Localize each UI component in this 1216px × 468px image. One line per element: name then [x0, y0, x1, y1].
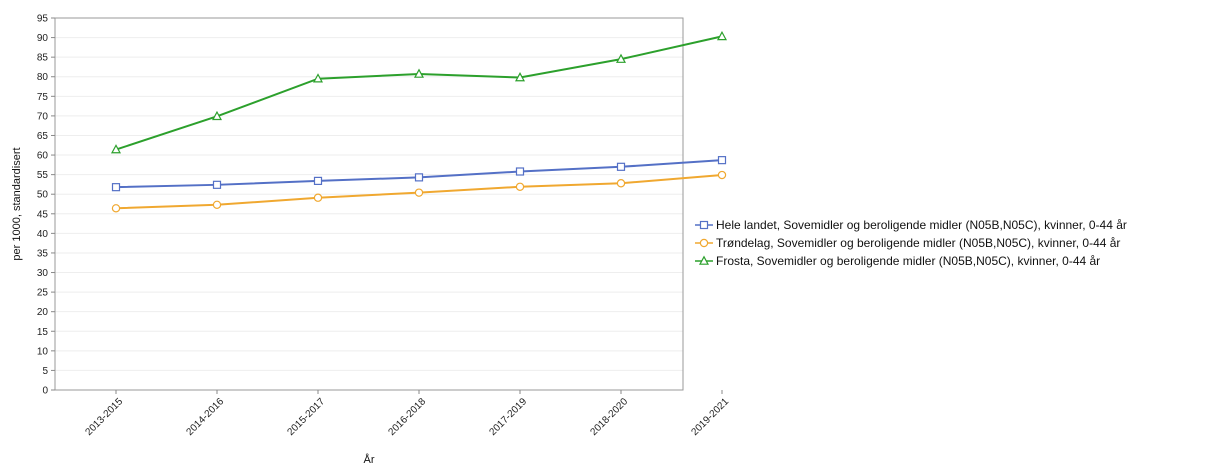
legend-swatch-icon	[695, 238, 713, 248]
legend-marker	[699, 220, 709, 230]
legend-item: Trøndelag, Sovemidler og beroligende mid…	[695, 234, 1127, 252]
data-point-square	[212, 180, 222, 189]
data-point-square	[414, 173, 424, 182]
legend-item: Frosta, Sovemidler og beroligende midler…	[695, 252, 1127, 270]
data-point-triangle	[312, 73, 324, 83]
y-tick-label: 50	[37, 190, 49, 201]
data-point-circle	[717, 170, 727, 180]
y-axis-label: per 1000, standardisert	[11, 147, 23, 260]
y-tick-label: 0	[42, 386, 48, 397]
data-point-circle	[212, 200, 222, 209]
x-axis-label: År	[364, 453, 375, 466]
y-tick-label: 60	[37, 151, 49, 162]
data-point-circle	[616, 179, 626, 188]
data-point-square	[717, 156, 727, 165]
data-point-circle	[111, 204, 121, 213]
plot-area-frame	[54, 17, 684, 391]
y-tick-label: 30	[37, 268, 49, 279]
y-axis-ticks: 0 5 10 15 20 25 30 35 40 45 50 55 60 65 70 75 80 85 90 95	[37, 14, 55, 397]
x-tick-label: 2016-2018	[387, 396, 429, 438]
data-point-square	[515, 167, 525, 176]
y-tick-label: 95	[37, 14, 49, 25]
x-tick-label: 2018-2020	[589, 396, 631, 438]
legend-swatch-icon	[695, 220, 713, 230]
gridlines	[55, 17, 683, 391]
data-point-triangle	[211, 110, 223, 121]
y-tick-label: 55	[37, 170, 49, 181]
y-tick-label: 85	[37, 53, 49, 64]
y-tick-label: 35	[37, 248, 49, 259]
y-tick-label: 40	[37, 229, 49, 240]
series-line-2	[115, 35, 723, 151]
data-point-circle	[313, 193, 323, 202]
y-tick-label: 80	[37, 72, 49, 83]
x-tick-label: 2015-2017	[286, 396, 328, 438]
x-tick-label: 2014-2016	[185, 396, 227, 438]
series-lines	[115, 35, 723, 210]
data-point-circle	[414, 188, 424, 197]
legend-label: Trøndelag, Sovemidler og beroligende mid…	[716, 236, 1121, 250]
y-tick-label: 45	[37, 209, 49, 220]
data-point-square	[313, 176, 323, 185]
series-markers	[110, 30, 728, 213]
y-tick-label: 10	[37, 346, 49, 357]
x-tick-label: 2017-2019	[488, 396, 530, 438]
legend: Hele landet, Sovemidler og beroligende m…	[695, 216, 1127, 270]
y-tick-label: 25	[37, 288, 49, 299]
data-point-triangle	[615, 53, 627, 63]
legend-label: Frosta, Sovemidler og beroligende midler…	[716, 254, 1101, 268]
data-point-square	[111, 183, 121, 192]
y-tick-label: 15	[37, 327, 49, 338]
data-point-square	[616, 162, 626, 171]
x-axis-ticks: 2013-2015 2014-2016 2015-2017 2016-2018 2017…	[84, 390, 732, 438]
legend-marker	[699, 238, 709, 248]
x-tick-label: 2019-2021	[690, 396, 732, 438]
data-point-triangle	[716, 30, 728, 41]
y-tick-label: 20	[37, 307, 49, 318]
y-tick-label: 70	[37, 111, 49, 122]
legend-swatch-icon	[695, 255, 713, 265]
y-tick-label: 90	[37, 33, 49, 44]
data-point-triangle	[413, 68, 425, 78]
y-tick-label: 65	[37, 131, 49, 142]
data-point-triangle	[514, 72, 526, 82]
y-tick-label: 75	[37, 92, 49, 103]
legend-marker	[698, 255, 710, 265]
y-tick-label: 5	[42, 366, 48, 377]
legend-label: Hele landet, Sovemidler og beroligende m…	[716, 218, 1127, 232]
x-tick-label: 2013-2015	[84, 396, 126, 438]
legend-item: Hele landet, Sovemidler og beroligende m…	[695, 216, 1127, 234]
data-point-triangle	[110, 144, 122, 154]
data-point-circle	[515, 182, 525, 191]
